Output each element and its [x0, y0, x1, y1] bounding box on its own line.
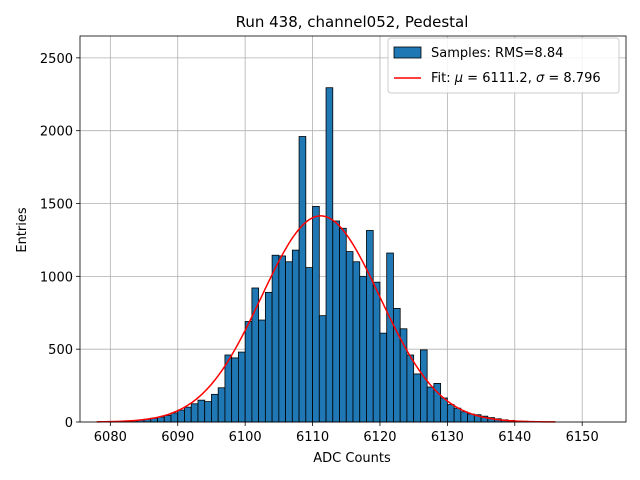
legend-histogram-swatch [393, 46, 422, 59]
histogram-bar [258, 319, 266, 423]
histogram-bar [305, 267, 313, 423]
fit-mu-value: 6111.2 [482, 71, 528, 86]
sigma-symbol: σ [536, 71, 545, 86]
histogram-bar [170, 412, 179, 423]
histogram-bar [399, 328, 408, 423]
y-axis-label: Entries [15, 207, 30, 253]
histogram-bar [244, 321, 253, 423]
legend-fit-label: Fit: μ = 6111.2, σ = 8.796 [431, 71, 601, 86]
histogram-bar [366, 230, 374, 423]
histogram-bar [264, 291, 273, 423]
histogram-bar [332, 220, 340, 423]
histogram-bar [231, 357, 239, 423]
y-tick-label: 0 [65, 416, 73, 431]
histogram-bar [184, 406, 192, 423]
axis-ticks: 6080 6090 6100 6110 6120 6130 6140 6150 0 500 1000… [40, 52, 599, 445]
histogram-bar [190, 403, 199, 423]
y-tick-label: 2500 [40, 52, 73, 67]
histogram-bar [325, 87, 334, 423]
histogram-bar [211, 393, 219, 423]
histogram-bar [352, 261, 361, 423]
histogram-bar [446, 404, 455, 423]
fit-separator: , [528, 71, 536, 86]
histogram-bar [177, 409, 185, 423]
fit-sigma-value: 8.796 [563, 71, 600, 86]
fit-curve [96, 215, 556, 423]
histogram-bar [406, 354, 415, 423]
y-tick-label: 500 [48, 343, 73, 358]
histogram-bar [217, 387, 226, 423]
histogram-bar [379, 332, 388, 423]
histogram-bar [204, 401, 212, 423]
histogram-bar [339, 227, 347, 423]
fit-prefix: Fit: [431, 71, 455, 86]
legend-histogram-label: Samples: RMS=8.84 [431, 46, 563, 61]
x-tick-label: 6090 [161, 430, 194, 445]
x-tick-label: 6100 [229, 430, 262, 445]
histogram-bar [372, 281, 381, 423]
histogram-bars [96, 87, 556, 423]
histogram-bar [345, 251, 354, 423]
x-axis-label: ADC Counts [313, 451, 391, 466]
legend-box [387, 37, 620, 94]
legend: Samples: RMS=8.84 Fit: μ = 6111.2, σ = 8… [387, 37, 620, 94]
mu-symbol: μ [454, 71, 463, 86]
x-tick-label: 6150 [566, 430, 599, 445]
mu-equals: = [463, 71, 482, 86]
y-tick-label: 1000 [40, 270, 73, 285]
histogram-bar [453, 407, 462, 423]
histogram-bar [440, 397, 448, 423]
histogram-bar [238, 351, 246, 423]
histogram-bar [426, 386, 435, 423]
histogram-bar [413, 373, 421, 423]
histogram-bar [271, 254, 280, 423]
histogram-bar [359, 275, 367, 423]
x-tick-label: 6120 [363, 430, 396, 445]
histogram-bar [278, 255, 286, 423]
x-tick-label: 6130 [431, 430, 464, 445]
histogram-bar [197, 399, 206, 423]
sigma-equals: = [544, 71, 563, 86]
y-tick-label: 1500 [40, 198, 73, 213]
x-tick-label: 6140 [498, 430, 531, 445]
histogram-bar [285, 261, 293, 423]
histogram-bar [318, 315, 327, 423]
histogram-bar [298, 136, 307, 423]
axes-frame [79, 35, 627, 423]
histogram-bar [163, 415, 172, 423]
chart-title: Run 438, channel052, Pedestal [236, 13, 469, 31]
histogram-bar [291, 249, 300, 423]
x-tick-label: 6110 [296, 430, 329, 445]
histogram-bar [386, 252, 394, 423]
y-tick-label: 2000 [40, 125, 73, 140]
x-tick-label: 6080 [94, 430, 127, 445]
histogram-bar [460, 411, 468, 423]
histogram-bar [420, 349, 428, 423]
histogram-bar [312, 206, 320, 423]
